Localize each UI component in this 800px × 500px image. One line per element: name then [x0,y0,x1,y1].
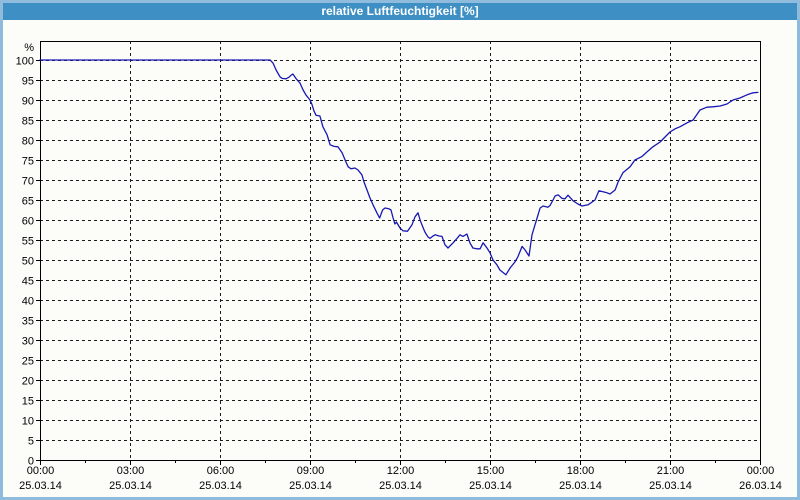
svg-text:45: 45 [22,276,34,288]
svg-text:15:00: 15:00 [477,465,505,477]
svg-text:25.03.14: 25.03.14 [109,480,152,492]
svg-text:15: 15 [22,396,34,408]
svg-text:25.03.14: 25.03.14 [379,480,422,492]
svg-text:18:00: 18:00 [567,465,595,477]
svg-text:0: 0 [28,456,34,468]
svg-text:100: 100 [16,56,34,68]
svg-text:21:00: 21:00 [657,465,685,477]
chart-title-bar: relative Luftfeuchtigkeit [%] [3,3,797,20]
svg-text:25.03.14: 25.03.14 [649,480,692,492]
svg-text:10: 10 [22,416,34,428]
svg-text:80: 80 [22,136,34,148]
svg-text:20: 20 [22,376,34,388]
svg-text:03:00: 03:00 [117,465,145,477]
svg-text:12:00: 12:00 [387,465,415,477]
svg-text:09:00: 09:00 [297,465,325,477]
svg-text:85: 85 [22,116,34,128]
svg-text:00:00: 00:00 [747,465,775,477]
svg-text:26.03.14: 26.03.14 [739,480,782,492]
gridlines [40,41,760,460]
svg-text:25.03.14: 25.03.14 [289,480,332,492]
svg-text:35: 35 [22,316,34,328]
plot-border [40,41,761,461]
svg-text:25.03.14: 25.03.14 [19,480,62,492]
axis-ticks [36,60,761,465]
svg-text:06:00: 06:00 [207,465,235,477]
svg-text:25.03.14: 25.03.14 [469,480,512,492]
svg-text:40: 40 [22,296,34,308]
svg-text:90: 90 [22,96,34,108]
svg-text:25: 25 [22,356,34,368]
svg-text:60: 60 [22,216,34,228]
svg-text:55: 55 [22,236,34,248]
svg-text:95: 95 [22,76,34,88]
svg-text:%: % [24,42,34,54]
svg-text:30: 30 [22,336,34,348]
svg-text:75: 75 [22,156,34,168]
svg-text:50: 50 [22,256,34,268]
svg-text:25.03.14: 25.03.14 [199,480,242,492]
svg-text:65: 65 [22,196,34,208]
axis-labels: 0 5 10 15 20 25 30 35 40 45 50 55 60 65 70 75 80 85 90 95 10… [16,42,782,492]
svg-text:25.03.14: 25.03.14 [559,480,602,492]
svg-text:5: 5 [28,436,34,448]
svg-text:00:00: 00:00 [27,465,55,477]
chart-title: relative Luftfeuchtigkeit [%] [321,4,479,18]
svg-text:70: 70 [22,176,34,188]
humidity-line [39,59,759,276]
